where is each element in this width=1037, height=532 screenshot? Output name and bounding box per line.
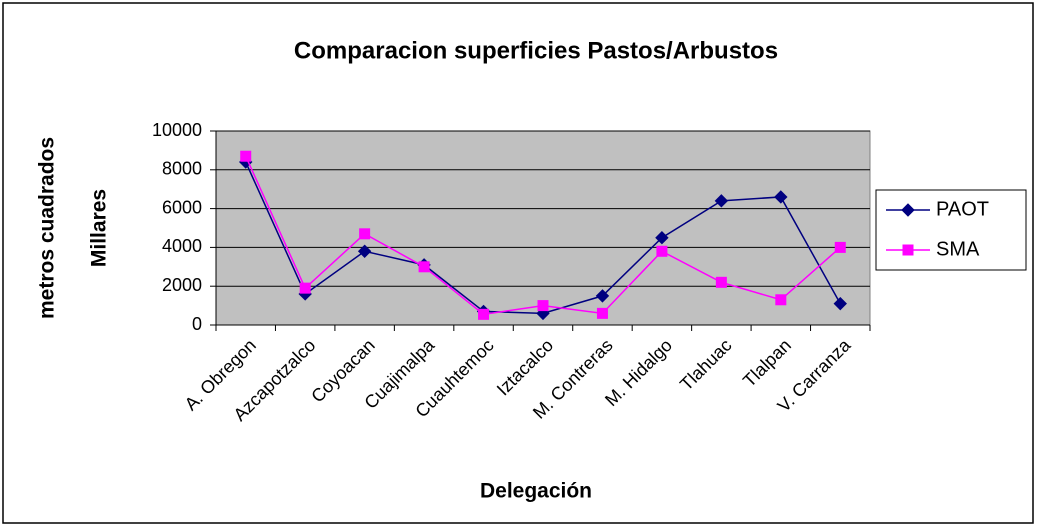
y-axis-unit: Millares [88,189,111,267]
y-tick-label: 10000 [152,120,202,140]
data-point [595,289,610,303]
data-point [775,294,787,306]
data-point [834,241,846,253]
plot-area [215,130,871,326]
legend-marker [901,203,915,217]
legend-box [875,189,1027,271]
legend-label: SMA [936,238,980,260]
data-point [359,228,371,240]
legend-marker [902,244,914,256]
data-point [357,244,372,258]
data-point [774,190,788,204]
data-point [833,296,847,311]
data-point [240,150,252,162]
data-point [299,282,311,294]
data-point [478,308,490,320]
data-point [714,194,729,208]
data-point [655,230,669,245]
data-point [656,245,668,257]
y-tick-label: 2000 [162,275,202,295]
data-point [537,300,549,312]
legend-label: PAOT [936,198,989,220]
y-tick-label: 0 [192,314,202,334]
chart-title: Comparacion superficies Pastos/Arbustos [294,37,778,64]
y-tick-label: 6000 [162,197,202,217]
x-axis-title: Delegación [480,480,592,503]
data-point [418,261,430,273]
y-tick-label: 4000 [162,236,202,256]
y-tick-label: 8000 [162,159,202,179]
data-point [596,307,608,319]
data-point [715,276,727,288]
y-axis-title: metros cuadrados [36,137,59,319]
